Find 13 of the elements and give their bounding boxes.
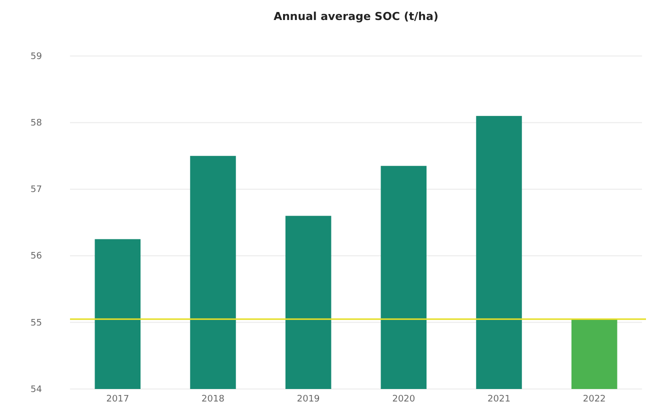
y-tick-label: 56: [30, 252, 42, 262]
chart-title: Annual average SOC (t/ha): [274, 10, 438, 23]
y-tick-label: 55: [30, 318, 42, 328]
x-tick-label: 2020: [392, 394, 416, 404]
x-tick-label: 2019: [296, 394, 320, 404]
x-tick-label: 2021: [488, 394, 510, 404]
y-tick-label: 54: [30, 384, 42, 395]
x-tick-label: 2022: [582, 394, 606, 404]
y-tick-label: 58: [30, 118, 42, 128]
y-tick-label: 59: [30, 52, 42, 62]
x-tick-label: 2018: [202, 394, 225, 404]
x-tick-label: 2017: [106, 394, 130, 404]
y-tick-label: 57: [30, 185, 42, 196]
